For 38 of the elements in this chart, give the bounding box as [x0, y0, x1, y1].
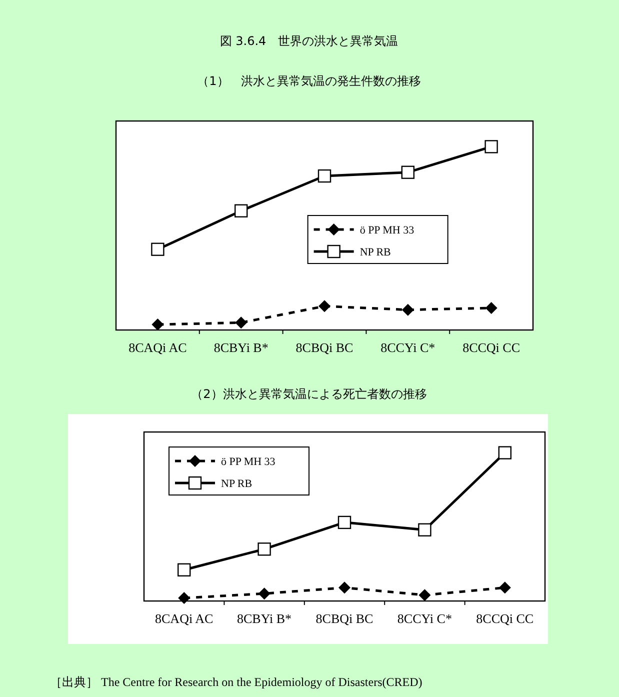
x-tick-label: 8CBYi B* [237, 611, 292, 626]
point [234, 204, 248, 218]
text: ［出典］ The Centre for Research on the Epidemiology of Disasters(CRED) [50, 675, 422, 689]
point [178, 592, 190, 604]
point [338, 582, 350, 594]
point [235, 316, 248, 329]
point [151, 242, 164, 256]
point [178, 563, 191, 576]
x-tick-label: 8CAQi AC [155, 611, 214, 626]
chart-title: 図 3.6.4 世界の洪水と異常気温 [220, 34, 398, 48]
point [338, 516, 352, 530]
point [402, 304, 414, 316]
legend-label: NP RB [360, 246, 391, 258]
x-tick-label: 8CBQi BC [296, 340, 354, 355]
point [318, 300, 330, 312]
point [498, 582, 511, 594]
x-tick-label: 8CCYi C* [397, 611, 452, 626]
point [401, 166, 414, 179]
x-tick-label: 8CBQi BC [316, 611, 374, 626]
point [418, 589, 431, 602]
point [258, 542, 271, 556]
point [318, 169, 332, 183]
x-tick-label: 8CCQi CC [462, 340, 520, 355]
chart-subtitle: （1） 洪水と異常気温の発生件数の推移 [197, 74, 421, 88]
point [485, 302, 498, 314]
legend-label: ö PP MH 33 [360, 224, 415, 236]
x-tick-label: 8CCQi CC [476, 611, 534, 626]
point [484, 140, 498, 154]
chart-title: （2）洪水と異常気温による死亡者数の推移 [191, 387, 427, 401]
x-tick-label: 8CAQi AC [128, 340, 187, 355]
legend-label: ö PP MH 33 [221, 456, 276, 468]
point [152, 318, 164, 330]
x-tick-label: 8CBYi B* [214, 340, 268, 355]
point [498, 446, 512, 460]
legend-label: NP RB [221, 478, 252, 490]
x-tick-label: 8CCYi C* [380, 340, 436, 355]
point [258, 588, 270, 600]
point [418, 523, 432, 536]
